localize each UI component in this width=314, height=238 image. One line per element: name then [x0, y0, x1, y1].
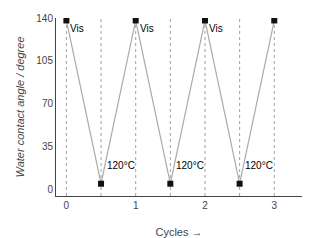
- svg-text:Vis: Vis: [140, 23, 154, 34]
- svg-text:Water contact angle / degree: Water contact angle / degree: [14, 36, 26, 177]
- svg-text:0: 0: [64, 200, 70, 211]
- svg-text:35: 35: [42, 141, 54, 152]
- svg-text:Vis: Vis: [209, 23, 223, 34]
- svg-text:1: 1: [133, 200, 139, 211]
- svg-text:120°C: 120°C: [176, 160, 204, 171]
- svg-text:2: 2: [202, 200, 208, 211]
- svg-text:120°C: 120°C: [245, 160, 273, 171]
- svg-text:105: 105: [36, 55, 53, 66]
- svg-text:3: 3: [271, 200, 277, 211]
- svg-text:70: 70: [42, 98, 54, 109]
- svg-text:140: 140: [36, 13, 53, 24]
- svg-text:Vis: Vis: [70, 23, 84, 34]
- svg-text:0: 0: [47, 184, 53, 195]
- svg-text:120°C: 120°C: [107, 160, 135, 171]
- svg-text:Cycles →: Cycles →: [155, 226, 202, 238]
